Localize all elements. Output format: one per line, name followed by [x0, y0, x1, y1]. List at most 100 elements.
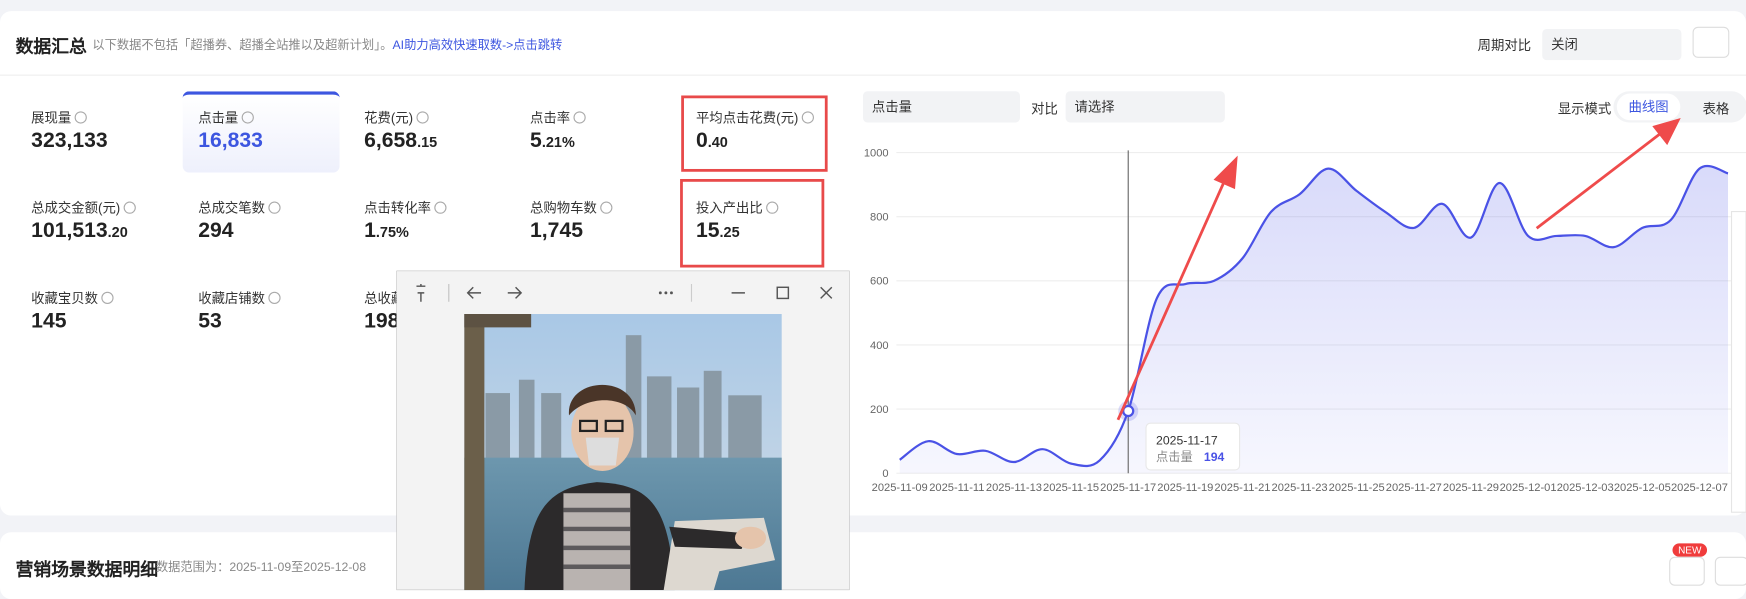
metric-name: 总成交金额(元) [31, 200, 121, 217]
line [899, 164, 1729, 468]
value-dec: .40 [707, 133, 728, 151]
metric-name: 点击率 [530, 110, 571, 126]
badge: NEW [1672, 543, 1708, 557]
compare-select[interactable]: 关闭 [1542, 28, 1682, 61]
compare-label: 对比 [1031, 101, 1058, 117]
value-int: 0 [695, 129, 708, 153]
photo-window [396, 270, 850, 591]
value-int: 5 [530, 129, 542, 153]
metric-name: 平均点击花费(元) [695, 110, 799, 126]
x-tick-label: 2025-12-01 [1500, 482, 1557, 494]
compare-select[interactable]: 请选择 [1065, 91, 1225, 123]
mode-label: 显示模式 [1557, 101, 1612, 117]
section-title: 营销场景数据明细 [15, 561, 159, 581]
help-icon [268, 291, 281, 304]
value-dec: .21% [541, 133, 575, 151]
help-icon [241, 111, 254, 124]
metric-label: 收藏宝贝数 [31, 288, 114, 307]
x-tick-label: 2025-11-13 [986, 482, 1042, 494]
metric-name: 总成交笔数 [198, 200, 266, 217]
x-tick-label: 2025-11-11 [929, 482, 984, 494]
detail-card [0, 532, 1746, 599]
y-tick-label: 400 [870, 340, 889, 352]
value-int: 1 [364, 219, 376, 243]
metric-value: 6,658.15 [364, 129, 437, 153]
select-value: 点击量 [871, 99, 912, 115]
mode-table[interactable]: 表格 [1702, 101, 1730, 117]
help-icon [101, 291, 114, 304]
note-text: 以下数据不包括「超播券、超播全站推以及超新计划」。 [92, 38, 393, 53]
side-widget [1730, 211, 1746, 513]
value-dec: .20 [107, 223, 128, 241]
icon-button[interactable] [1714, 556, 1746, 586]
value-int: 101,513 [31, 219, 108, 243]
y-tick-label: 600 [870, 276, 889, 288]
value-int: 198 [364, 309, 400, 333]
x-tick-label: 2025-11-23 [1272, 482, 1328, 494]
settings-button[interactable] [1692, 26, 1730, 58]
section-range: 数据范围为：2025-11-09至2025-12-08 [155, 561, 367, 575]
metric-value: 198 [364, 310, 399, 334]
help-icon [123, 201, 136, 214]
metric-label: 点击量 [198, 108, 254, 127]
x-tick-label: 2025-11-17 [1100, 482, 1156, 494]
metric-label: 投入产出比 [695, 198, 779, 217]
metric-name: 展现量 [31, 110, 72, 126]
value-int: 323,133 [31, 129, 108, 153]
metric-label: 收藏店铺数 [198, 288, 281, 307]
x-tick-label: 2025-11-15 [1043, 482, 1099, 494]
photo [464, 314, 782, 591]
metric-name: 点击转化率 [364, 200, 431, 217]
help-icon [434, 201, 447, 214]
y-tick-label: 800 [870, 212, 889, 224]
x-tick-label: 2025-11-09 [872, 482, 928, 494]
x-tick-label: 2025-11-21 [1214, 482, 1270, 494]
icon-button[interactable] [1669, 556, 1705, 586]
tooltip [1145, 422, 1241, 471]
help-icon [600, 201, 613, 214]
metric-value: 5.21% [530, 129, 575, 153]
metric-name: 投入产出比 [695, 200, 763, 217]
help-icon [766, 201, 779, 214]
x-tick-label: 2025-11-29 [1443, 482, 1499, 494]
note: 以下数据不包括「超播券、超播全站推以及超新计划」。AI助力高效快速取数->点击跳… [92, 36, 562, 54]
metric-label: 总成交笔数 [198, 198, 281, 217]
arrows [1116, 118, 1681, 421]
link[interactable]: AI助力高效快速取数->点击跳转 [392, 38, 563, 53]
metric-label: 平均点击花费(元) [696, 108, 814, 127]
tooltip-value: 194 [1204, 450, 1225, 464]
help-icon [416, 111, 429, 124]
metric-name: 收藏店铺数 [198, 290, 266, 307]
x-tick-label: 2025-12-03 [1557, 482, 1614, 494]
x-tick-label: 2025-12-05 [1614, 482, 1671, 494]
metric-value: 323,133 [31, 129, 107, 153]
help-icon [268, 201, 281, 214]
value-int: 145 [31, 309, 67, 333]
value-int: 15 [695, 219, 720, 243]
value-int: 6,658 [364, 129, 418, 153]
help-icon [74, 111, 87, 124]
metric-name: 总购物车数 [530, 200, 597, 217]
mode-curve[interactable]: 曲线图 [1616, 93, 1681, 121]
metric-select[interactable]: 点击量 [862, 91, 1020, 123]
y-tick-label: 200 [870, 404, 889, 416]
value-dec: .25 [719, 223, 740, 241]
metric-name: 点击量 [198, 110, 239, 126]
value-dec: .75% [375, 223, 409, 241]
metric-label: 总购物车数 [530, 198, 613, 217]
area [899, 165, 1729, 474]
tooltip-date: 2025-11-17 [1156, 433, 1218, 447]
tooltip-name: 点击量 [1156, 450, 1193, 464]
metric-label: 点击转化率 [364, 198, 447, 217]
metric-label: 花费(元) [364, 108, 429, 127]
highlight-box [680, 178, 825, 268]
select-value: 关闭 [1551, 36, 1578, 53]
metric-value: 294 [198, 219, 233, 243]
metric-label: 总成交金额(元) [31, 198, 136, 217]
value-int: 1,745 [530, 219, 583, 243]
y-tick-label: 0 [882, 468, 888, 480]
